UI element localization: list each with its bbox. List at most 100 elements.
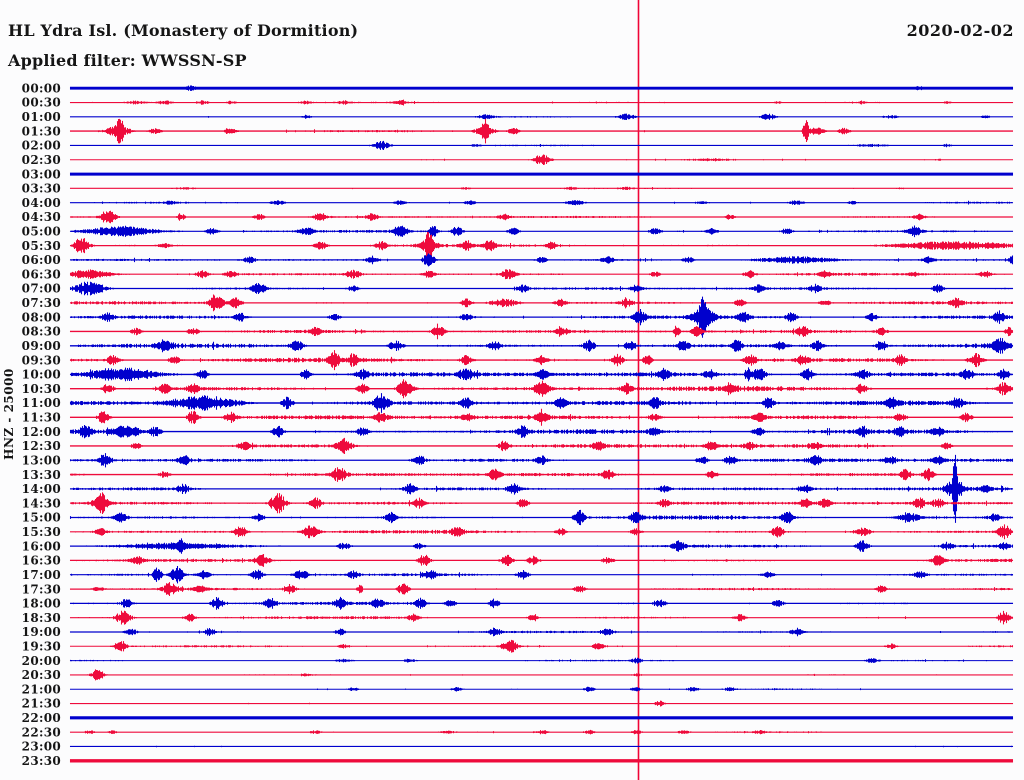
- trace-time-label: 12:00: [22, 425, 61, 439]
- trace-time-label: 23:30: [22, 754, 61, 768]
- trace-time-label: 06:00: [22, 253, 61, 267]
- seismogram-trace-row-0730: [69, 294, 1014, 312]
- trace-time-label: 18:30: [22, 611, 61, 625]
- trace-time-label: 22:00: [22, 711, 61, 725]
- seismogram-trace-row-0900: [69, 337, 1014, 354]
- trace-time-label: 10:30: [22, 382, 61, 396]
- trace-time-label: 13:30: [22, 468, 61, 482]
- trace-time-label: 07:00: [22, 282, 61, 296]
- trace-time-label: 10:00: [22, 368, 61, 382]
- seismogram-trace-row-0230: [69, 154, 1014, 165]
- trace-time-label: 02:00: [22, 139, 61, 153]
- trace-time-label: 05:00: [22, 225, 61, 239]
- seismogram-trace-row-0000: [69, 85, 1014, 91]
- seismogram-trace-row-0700: [69, 281, 1014, 296]
- trace-time-label: 04:00: [22, 196, 61, 210]
- trace-time-label: 15:30: [22, 525, 61, 539]
- seismogram-trace-row-1530: [69, 524, 1014, 540]
- seismogram-trace-row-0830: [69, 323, 1014, 340]
- seismogram-trace-row-0800: [69, 296, 1014, 338]
- trace-time-label: 20:30: [22, 668, 61, 682]
- seismogram-trace-row-2300: [69, 745, 1014, 748]
- trace-time-label: 06:30: [22, 267, 61, 281]
- seismogram-trace-row-0330: [69, 186, 1014, 191]
- seismogram-trace-row-1330: [69, 467, 1014, 482]
- trace-time-label: 14:00: [22, 482, 61, 496]
- trace-time-label: 03:30: [22, 182, 61, 196]
- seismogram-trace-row-1100: [69, 393, 1014, 413]
- seismogram-trace-row-0300: [69, 172, 1014, 176]
- trace-time-label: 08:00: [22, 310, 61, 324]
- trace-time-label: 13:00: [22, 454, 61, 468]
- seismogram-trace-row-1430: [69, 492, 1014, 514]
- seismogram-trace-row-1400: [69, 454, 1014, 523]
- trace-time-label: 03:00: [22, 167, 61, 181]
- seismogram-trace-row-2130: [69, 700, 1014, 707]
- seismogram-trace-row-0100: [69, 113, 1014, 120]
- trace-time-label: 17:00: [22, 568, 61, 582]
- seismogram-trace-row-2030: [69, 669, 1014, 681]
- seismogram-trace-row-1230: [69, 437, 1014, 454]
- trace-time-label: 09:00: [22, 339, 61, 353]
- seismogram-trace-row-1930: [69, 639, 1014, 653]
- seismogram-trace-row-0500: [69, 225, 1014, 238]
- trace-time-label: 20:00: [22, 654, 61, 668]
- trace-time-label: 07:30: [22, 296, 61, 310]
- trace-time-label: 18:00: [22, 597, 61, 611]
- seismogram-trace-row-1300: [69, 453, 1014, 468]
- seismogram-trace-row-1200: [69, 425, 1014, 439]
- trace-time-label: 00:00: [22, 81, 61, 95]
- seismogram-trace-row-0200: [69, 140, 1014, 150]
- trace-time-label: 00:30: [22, 96, 61, 110]
- seismogram-trace-row-1900: [69, 627, 1014, 637]
- seismogram-trace-row-1130: [69, 408, 1014, 426]
- applied-filter-label: Applied filter: WWSSN-SP: [8, 51, 247, 70]
- trace-time-label: 08:30: [22, 325, 61, 339]
- seismogram-trace-row-1700: [69, 566, 1014, 584]
- seismogram-trace-row-1730: [69, 582, 1014, 596]
- trace-time-label: 16:30: [22, 554, 61, 568]
- trace-time-label: 19:30: [22, 640, 61, 654]
- seismogram-trace-row-0430: [69, 210, 1014, 224]
- seismogram-trace-row-0600: [69, 253, 1014, 267]
- trace-time-label: 17:30: [22, 582, 61, 596]
- trace-time-label: 22:30: [22, 725, 61, 739]
- station-title: HL Ydra Isl. (Monastery of Dormition): [8, 21, 359, 40]
- seismogram-trace-row-2200: [69, 716, 1014, 720]
- trace-time-label: 12:30: [22, 439, 61, 453]
- trace-time-label: 01:00: [22, 110, 61, 124]
- seismogram-trace-row-1030: [69, 379, 1014, 399]
- seismogram-trace-row-2330: [69, 759, 1014, 763]
- seismogram-trace-row-0930: [69, 350, 1014, 371]
- trace-time-label: 19:00: [22, 625, 61, 639]
- seismogram-trace-row-2100: [69, 686, 1014, 692]
- trace-time-label: 23:00: [22, 740, 61, 754]
- trace-time-label: 15:00: [22, 511, 61, 525]
- seismogram-trace-row-1000: [69, 367, 1014, 382]
- seismogram-trace-row-0030: [69, 99, 1014, 106]
- trace-time-label: 01:30: [22, 124, 61, 138]
- trace-time-label: 11:00: [22, 396, 61, 410]
- trace-time-label: 04:30: [22, 210, 61, 224]
- seismogram-trace-row-2230: [69, 729, 1014, 735]
- seismogram-trace-row-2000: [69, 657, 1014, 664]
- trace-time-label: 05:30: [22, 239, 61, 253]
- trace-time-label: 09:30: [22, 353, 61, 367]
- trace-time-label: 14:30: [22, 496, 61, 510]
- trace-time-label: 16:00: [22, 539, 61, 553]
- seismogram-trace-row-0130: [69, 118, 1014, 144]
- seismogram-trace-row-0630: [69, 269, 1014, 280]
- trace-time-label: 11:30: [22, 411, 61, 425]
- trace-time-label: 21:00: [22, 682, 61, 696]
- seismogram-trace-row-1830: [69, 610, 1014, 625]
- seismogram-trace-row-1800: [69, 596, 1014, 610]
- seismogram-trace-row-1500: [69, 509, 1014, 526]
- record-date: 2020-02-02: [906, 21, 1014, 40]
- seismogram-trace-row-1600: [69, 538, 1014, 554]
- seismogram-trace-row-0530: [69, 232, 1014, 260]
- seismogram-trace-row-1630: [69, 554, 1014, 567]
- trace-time-label: 02:30: [22, 153, 61, 167]
- trace-time-label: 21:30: [22, 697, 61, 711]
- seismogram-trace-row-0400: [69, 200, 1014, 206]
